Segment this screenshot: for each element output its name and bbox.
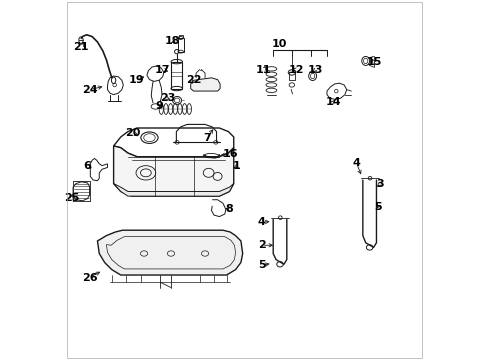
Text: 3: 3 — [375, 179, 383, 189]
Text: 9: 9 — [155, 102, 163, 112]
Polygon shape — [113, 146, 233, 196]
Text: 26: 26 — [81, 273, 97, 283]
Text: 16: 16 — [223, 149, 238, 159]
Text: 1: 1 — [232, 161, 240, 171]
Bar — [178, 38, 183, 51]
Text: 4: 4 — [352, 158, 360, 168]
Bar — [171, 62, 182, 89]
Polygon shape — [190, 78, 220, 91]
Text: 15: 15 — [366, 57, 381, 67]
Text: 7: 7 — [203, 133, 210, 143]
Bar — [179, 35, 183, 39]
Text: 2: 2 — [257, 240, 265, 250]
Polygon shape — [97, 230, 242, 275]
Text: 21: 21 — [73, 42, 89, 51]
Text: 12: 12 — [288, 64, 304, 75]
Text: 17: 17 — [155, 64, 170, 75]
Text: 8: 8 — [225, 204, 233, 214]
Text: 20: 20 — [124, 128, 140, 138]
Text: 10: 10 — [271, 40, 287, 49]
Text: 13: 13 — [307, 64, 323, 75]
Text: 5: 5 — [373, 202, 381, 212]
Text: 24: 24 — [81, 85, 97, 95]
Text: 5: 5 — [257, 260, 265, 270]
Text: 23: 23 — [160, 93, 175, 103]
Text: 18: 18 — [164, 36, 180, 46]
Text: 11: 11 — [255, 64, 270, 75]
Polygon shape — [113, 184, 233, 196]
Text: 14: 14 — [325, 97, 341, 107]
Text: 19: 19 — [129, 75, 144, 85]
Text: 4: 4 — [257, 217, 265, 227]
Text: 25: 25 — [64, 193, 79, 203]
Text: 22: 22 — [186, 75, 202, 85]
Text: 6: 6 — [83, 161, 91, 171]
